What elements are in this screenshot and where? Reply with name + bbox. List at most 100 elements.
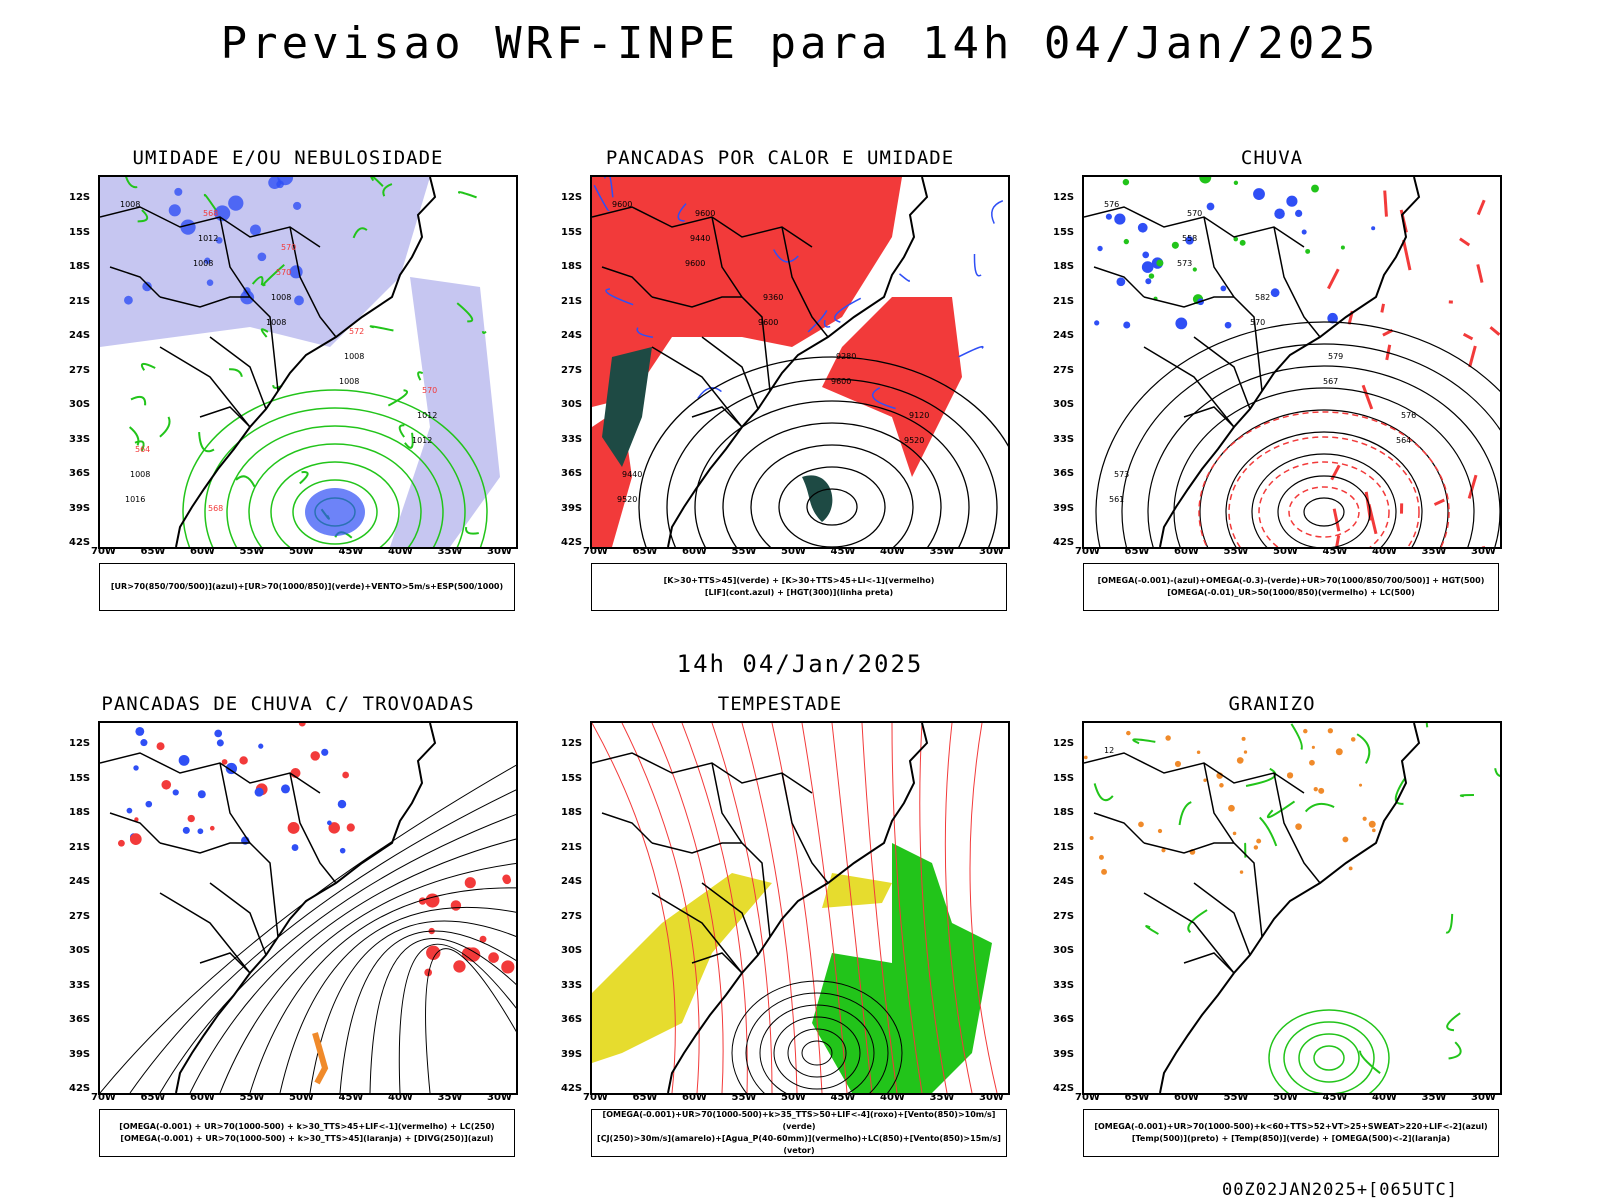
- lc850-contour: [711, 723, 773, 1093]
- hgt500-contour: [1147, 365, 1500, 547]
- contour-label: 570: [1250, 318, 1265, 327]
- rain-patch: [1311, 184, 1319, 193]
- lif-contour: [807, 310, 828, 333]
- panel-granizo: GRANIZO 12 12S 15S 18S 21S 24S 27S 30S 33S 36S 39S 4…: [1037, 693, 1507, 1163]
- rain-patch: [1233, 236, 1239, 242]
- contour-label: 1008: [266, 318, 286, 327]
- latitude-label: 12S: [561, 192, 583, 203]
- thunderstorm-patch: [161, 779, 172, 790]
- country-border: [159, 296, 250, 308]
- rh-patch: [174, 187, 183, 196]
- thunderstorm-patch: [503, 876, 512, 885]
- panel-legend: [OMEGA(-0.001)-(azul)+OMEGA(-0.3)-(verde…: [1083, 563, 1499, 611]
- streamline: [309, 920, 516, 1093]
- thunderstorm-patch: [221, 759, 228, 765]
- rh-contour: [140, 362, 156, 371]
- rh-patch: [206, 279, 214, 286]
- latitude-label: 30S: [561, 945, 583, 956]
- lif-contour: [677, 203, 687, 222]
- rain-patch: [1105, 213, 1112, 220]
- contour-label: 561: [1109, 495, 1124, 504]
- legend-line: [Temp(500)](preto) + [Temp(850)](verde) …: [1131, 1134, 1451, 1143]
- hail-patch: [1232, 831, 1237, 836]
- lc850-contour: [861, 723, 898, 1093]
- country-border: [199, 952, 251, 974]
- longitude-label: 70W: [1075, 1092, 1100, 1103]
- lc850-contour: [651, 723, 724, 1093]
- latitude-label: 33S: [1053, 433, 1075, 445]
- hail-patch: [1335, 748, 1343, 756]
- thunderstorm-patch: [291, 844, 299, 851]
- country-border: [109, 812, 161, 844]
- thunderstorm-patch: [216, 739, 224, 747]
- hail-patch: [1098, 854, 1104, 860]
- latitude-label: 12S: [1053, 192, 1075, 203]
- thunderstorm-patch: [310, 751, 321, 761]
- latitude-label: 18S: [561, 261, 583, 272]
- contour-label: 573: [1177, 259, 1192, 268]
- rain-patch: [1148, 273, 1155, 279]
- contour-label: 572: [349, 327, 364, 336]
- lc500-contour: [1228, 436, 1420, 547]
- country-border: [651, 346, 743, 428]
- hgt300-contour: [694, 400, 970, 547]
- wind-vector-swirl: [787, 1028, 847, 1078]
- country-border: [1203, 216, 1263, 392]
- rh-contour: [404, 432, 414, 449]
- latitude-label: 15S: [1053, 772, 1075, 784]
- thunderstorm-patch: [424, 968, 432, 977]
- rain-patch: [1097, 245, 1103, 252]
- rh-contour: [398, 424, 405, 438]
- thunderstorm-patch: [145, 800, 153, 808]
- wind-vector-swirl: [759, 1004, 875, 1093]
- rh-contour: [134, 440, 145, 452]
- hail-patch: [1303, 728, 1308, 734]
- rh-contour: [125, 177, 138, 189]
- rh-patch: [289, 265, 303, 279]
- latitude-label: 30S: [69, 945, 91, 956]
- hail-patch: [1089, 835, 1094, 840]
- lc850-contour: [741, 723, 798, 1093]
- lc500-contour: [1288, 486, 1360, 538]
- longitude-label: 55W: [1223, 1092, 1249, 1103]
- streamline: [159, 814, 516, 1093]
- map-canvas: 9600 9600 9600 9600 9520 9520 9440 9360 9280 9120…: [592, 177, 1008, 547]
- omega-streak: [1330, 464, 1341, 481]
- forecast-map: [590, 721, 1010, 1095]
- rain-patch: [1220, 285, 1227, 292]
- longitude-label: 60W: [190, 546, 215, 557]
- rh-contour: [387, 389, 408, 407]
- thunderstorm-patch: [214, 729, 223, 738]
- legend-line: [OMEGA(-0.001)+UR>70(1000-500)+k<60+TTS>…: [1094, 1122, 1488, 1131]
- country-border: [601, 812, 653, 844]
- hail-patch: [1084, 755, 1088, 760]
- longitude-label: 45W: [830, 1092, 856, 1103]
- latitude-label: 39S: [69, 502, 91, 514]
- longitude-label: 60W: [190, 1092, 215, 1103]
- thunderstorm-patch: [133, 765, 139, 771]
- lc850-contour: [771, 723, 823, 1093]
- latitude-label: 42S: [69, 537, 91, 548]
- latitude-label: 30S: [69, 399, 91, 410]
- contour-label: 568: [203, 209, 218, 218]
- hail-patch: [1241, 736, 1246, 741]
- longitude-label: 30W: [979, 546, 1004, 557]
- latitude-label: 24S: [1053, 330, 1075, 341]
- country-border: [1193, 336, 1251, 410]
- contour-label: 1008: [344, 352, 364, 361]
- thunderstorm-patch: [134, 817, 139, 822]
- rain-patch: [1224, 321, 1232, 329]
- country-border: [651, 842, 742, 854]
- contour-label: 1008: [193, 259, 213, 268]
- latitude-label: 42S: [1053, 537, 1075, 548]
- panel-tempestade: TEMPESTADE 12S 15S 18S 21S 24S 27S 30S 33S 36S 39S…: [545, 693, 1015, 1163]
- temp850-contour: [1132, 738, 1156, 745]
- country-border: [601, 266, 653, 298]
- rh-contour: [198, 431, 215, 453]
- panel-legend: [UR>70(850/700/500)](azul)+[UR>70(1000/8…: [99, 563, 515, 611]
- omega-streak: [1476, 199, 1486, 216]
- thunderstorm-patch: [342, 771, 350, 779]
- hgt500-contour: [1277, 475, 1371, 547]
- longitude-label: 65W: [632, 1092, 658, 1103]
- longitude-label: 40W: [880, 546, 905, 557]
